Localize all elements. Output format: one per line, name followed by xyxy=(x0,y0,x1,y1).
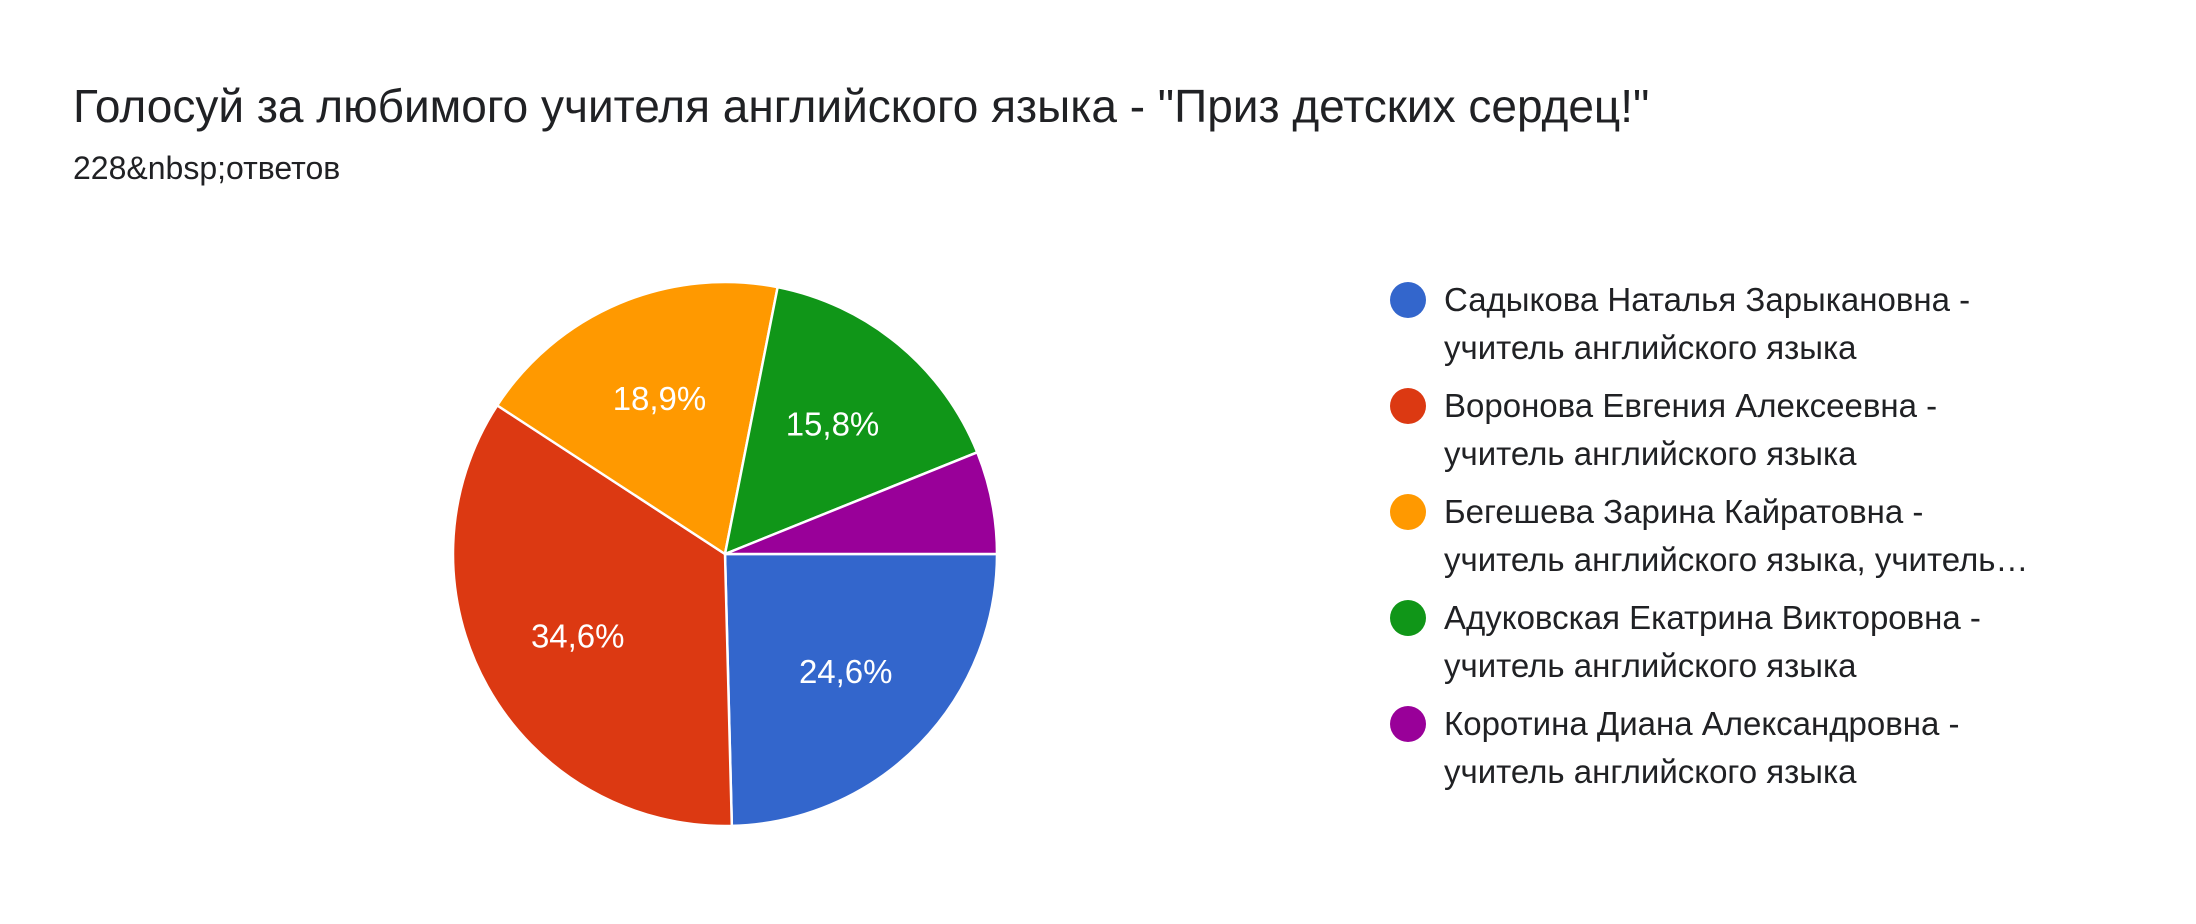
chart-legend: Садыкова Наталья Зарыкановна - учитель а… xyxy=(1390,276,2150,806)
pie-value-label-adukovskaya: 15,8% xyxy=(786,406,880,443)
legend-label-line: учитель английского языка xyxy=(1444,753,1857,790)
legend-label-voronova: Воронова Евгения Алексеевна - учитель ан… xyxy=(1444,382,2144,478)
legend-label-line: учитель английского языка xyxy=(1444,329,1857,366)
legend-swatch-korotina xyxy=(1390,706,1426,742)
pie-value-label-sadykova: 24,6% xyxy=(799,653,893,690)
pie-slice-adukovskaya[interactable] xyxy=(723,285,979,556)
legend-label-line: Бегешева Зарина Кайратовна - xyxy=(1444,493,1924,530)
pie-slice-voronova[interactable] xyxy=(451,404,734,828)
chart-title: Голосуй за любимого учителя английского … xyxy=(73,80,1650,132)
legend-label-line: Коротина Диана Александровна - xyxy=(1444,705,1960,742)
legend-label-line: Адуковская Екатрина Викторовна - xyxy=(1444,599,1981,636)
legend-label-line: Воронова Евгения Алексеевна - xyxy=(1444,387,1938,424)
legend-swatch-begesheva xyxy=(1390,494,1426,530)
legend-item-sadykova[interactable]: Садыкова Наталья Зарыкановна - учитель а… xyxy=(1390,276,2150,382)
pie-slice-begesheva[interactable] xyxy=(495,280,779,556)
legend-item-voronova[interactable]: Воронова Евгения Алексеевна - учитель ан… xyxy=(1390,382,2150,488)
pie-slices xyxy=(451,280,999,828)
legend-swatch-sadykova xyxy=(1390,282,1426,318)
legend-item-begesheva[interactable]: Бегешева Зарина Кайратовна - учитель анг… xyxy=(1390,488,2150,594)
legend-label-line: учитель английского языка xyxy=(1444,647,1857,684)
legend-item-adukovskaya[interactable]: Адуковская Екатрина Викторовна - учитель… xyxy=(1390,594,2150,700)
legend-item-korotina[interactable]: Коротина Диана Александровна - учитель а… xyxy=(1390,700,2150,806)
legend-label-begesheva: Бегешева Зарина Кайратовна - учитель анг… xyxy=(1444,488,2144,584)
legend-swatch-adukovskaya xyxy=(1390,600,1426,636)
pie-slice-sadykova[interactable] xyxy=(723,552,999,828)
legend-label-korotina: Коротина Диана Александровна - учитель а… xyxy=(1444,700,2144,796)
pie-value-labels: 24,6% 34,6% 18,9% 15,8% xyxy=(531,380,893,690)
pie-value-label-voronova: 34,6% xyxy=(531,618,625,655)
legend-label-line: Садыкова Наталья Зарыкановна - xyxy=(1444,281,1971,318)
pie-slice-korotina[interactable] xyxy=(723,451,999,556)
legend-label-adukovskaya: Адуковская Екатрина Викторовна - учитель… xyxy=(1444,594,2144,690)
legend-swatch-voronova xyxy=(1390,388,1426,424)
legend-label-line: учитель английского языка xyxy=(1444,435,1857,472)
legend-label-sadykova: Садыкова Наталья Зарыкановна - учитель а… xyxy=(1444,276,2144,372)
pie-value-label-begesheva: 18,9% xyxy=(613,380,707,417)
legend-label-line: учитель английского языка, учитель… xyxy=(1444,541,2029,578)
response-count: 228&nbsp;ответов xyxy=(73,150,341,186)
